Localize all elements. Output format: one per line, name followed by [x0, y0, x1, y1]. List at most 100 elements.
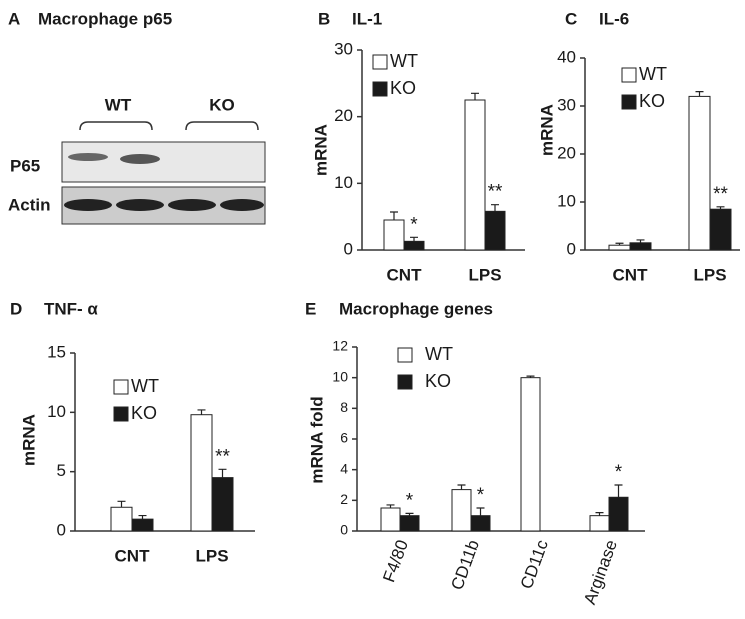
y-tick-label: 12 [332, 338, 348, 354]
x-tick-label: Arginase [580, 537, 621, 607]
error-bar [457, 484, 466, 490]
panel-letter: A [8, 9, 20, 28]
blot-strip [61, 141, 266, 183]
significance: * [406, 490, 414, 511]
legend-label: KO [131, 403, 157, 423]
error-bar [471, 92, 479, 100]
x-tick-label: LPS [693, 265, 726, 284]
x-tick-label: CNT [115, 546, 151, 565]
chart-title: IL-6 [599, 9, 629, 28]
error-bar [117, 500, 126, 508]
panel-letter: D [10, 299, 22, 318]
y-tick-label: 6 [340, 430, 348, 446]
significance: ** [215, 446, 230, 467]
panel-letter: E [305, 299, 316, 318]
bar [399, 515, 420, 532]
bar [709, 208, 732, 251]
error-bar [218, 468, 227, 478]
error-bar [614, 484, 623, 498]
y-axis-label: mRNA [537, 104, 556, 156]
band [120, 154, 160, 164]
bracket [185, 121, 259, 131]
error-bar [615, 242, 624, 246]
band [220, 199, 264, 211]
chart-title: TNF- α [44, 299, 98, 318]
x-tick-label: CD11c [517, 537, 552, 592]
legend-swatch [113, 406, 129, 422]
bar [211, 477, 234, 532]
x-tick-label: CD11b [447, 537, 483, 592]
legend-label: WT [639, 64, 667, 84]
legend-swatch [621, 67, 637, 83]
y-tick-label: 10 [557, 191, 576, 210]
x-tick-label: LPS [195, 546, 228, 565]
y-tick-label: 30 [557, 95, 576, 114]
legend-label: KO [390, 78, 416, 98]
y-tick-label: 10 [332, 368, 348, 384]
legend-swatch [113, 379, 129, 395]
panel-letter: B [318, 9, 330, 28]
y-axis-label: mRNA [19, 414, 38, 466]
bar [608, 496, 629, 532]
error-bar [526, 375, 535, 378]
y-axis-label: mRNA fold [307, 396, 326, 483]
bar [383, 219, 405, 251]
legend-swatch [397, 374, 413, 390]
group-label: KO [209, 95, 235, 114]
y-tick-label: 10 [47, 402, 66, 421]
blot-title: Macrophage p65 [38, 9, 172, 28]
y-tick-label: 40 [557, 47, 576, 66]
x-tick-label: F4/80 [379, 537, 412, 584]
y-tick-label: 4 [340, 460, 348, 476]
legend-label: WT [131, 376, 159, 396]
bar [629, 242, 652, 251]
legend-swatch [397, 347, 413, 363]
chart-title: Macrophage genes [339, 299, 493, 318]
legend-swatch [372, 81, 388, 97]
bar [110, 506, 133, 532]
legend-swatch [621, 94, 637, 110]
legend-label: WT [425, 344, 453, 364]
x-tick-label: CNT [387, 265, 423, 284]
significance: ** [713, 184, 728, 205]
legend-label: KO [425, 371, 451, 391]
row-label: P65 [10, 156, 40, 175]
bar [403, 240, 425, 251]
error-bar [197, 409, 206, 415]
y-tick-label: 0 [57, 520, 66, 539]
band [64, 199, 112, 211]
y-axis-label: mRNA [311, 124, 330, 176]
error-bar [138, 514, 147, 520]
group-label: WT [105, 95, 132, 114]
y-tick-label: 0 [567, 239, 576, 258]
row-label: Actin [8, 195, 51, 214]
significance: ** [488, 182, 503, 203]
chart-title: IL-1 [352, 9, 382, 28]
bar [589, 515, 610, 532]
x-tick-label: LPS [468, 265, 501, 284]
error-bar [405, 512, 414, 516]
significance: * [410, 214, 418, 235]
bar [190, 414, 213, 532]
bar [451, 489, 472, 532]
bar [608, 244, 631, 251]
y-tick-label: 20 [557, 143, 576, 162]
bar [520, 377, 541, 532]
bar [380, 507, 401, 532]
bar [470, 515, 491, 532]
panel-letter: C [565, 9, 577, 28]
legend-label: WT [390, 51, 418, 71]
y-tick-label: 5 [57, 461, 66, 480]
error-bar [695, 91, 704, 97]
band [116, 199, 164, 211]
error-bar [491, 204, 499, 212]
bracket [79, 121, 153, 131]
legend-label: KO [639, 91, 665, 111]
error-bar [716, 206, 725, 210]
y-tick-label: 2 [340, 491, 348, 507]
y-tick-label: 15 [47, 342, 66, 361]
error-bar [386, 504, 395, 508]
error-bar [410, 236, 418, 242]
significance: * [615, 462, 623, 483]
